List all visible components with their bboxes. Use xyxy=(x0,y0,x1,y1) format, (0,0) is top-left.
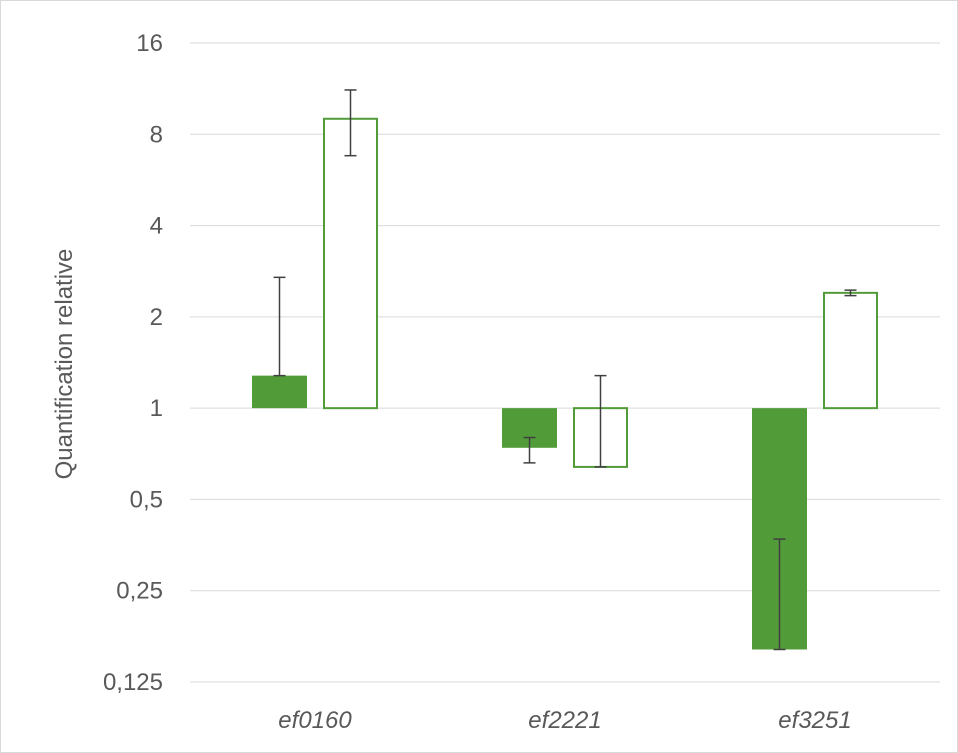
y-tick-label: 2 xyxy=(150,304,163,331)
y-tick-label: 0,125 xyxy=(103,669,163,696)
y-tick-label: 0,5 xyxy=(130,486,163,513)
gridlines xyxy=(190,42,940,683)
bar-filled xyxy=(252,375,307,409)
error-bars xyxy=(273,89,857,651)
bar-outline xyxy=(323,117,378,410)
x-axis-labels: ef0160 ef2221 ef3251 xyxy=(278,707,851,734)
x-category-label: ef3251 xyxy=(778,707,851,734)
x-category-label: ef0160 xyxy=(278,707,352,734)
x-category-label: ef2221 xyxy=(528,707,601,734)
y-tick-label: 1 xyxy=(150,395,163,422)
y-tick-label: 0,25 xyxy=(116,578,163,605)
y-axis-title: Quantification relative xyxy=(51,249,78,480)
bar-outline xyxy=(823,291,878,410)
bars xyxy=(252,117,878,650)
y-tick-label: 16 xyxy=(136,30,163,57)
y-tick-label: 4 xyxy=(150,213,163,240)
y-axis-ticks: 16 8 4 2 1 0,5 0,25 0,125 xyxy=(103,30,163,696)
y-tick-label: 8 xyxy=(150,121,163,148)
